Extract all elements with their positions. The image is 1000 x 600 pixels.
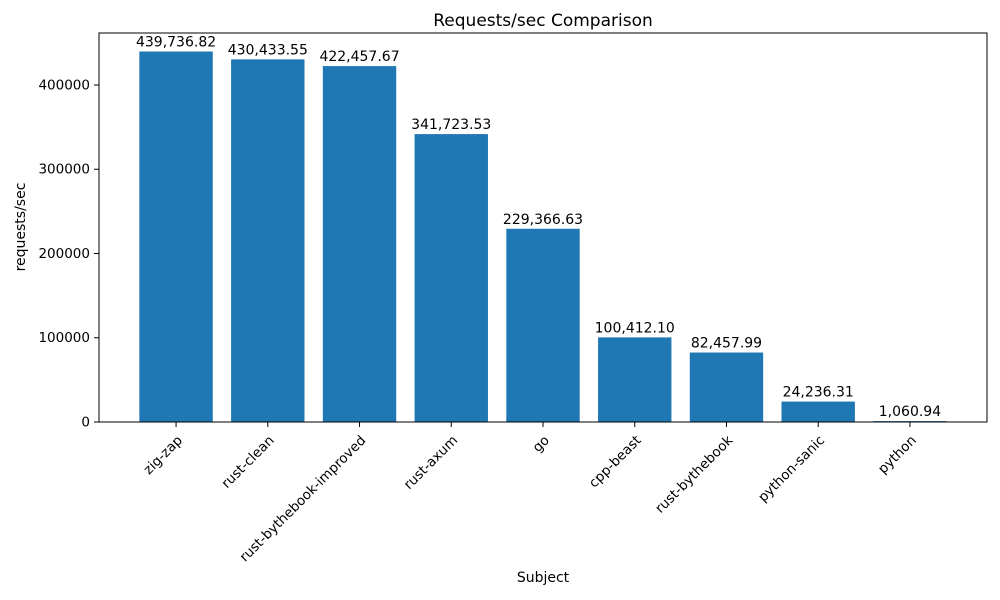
x-axis-ticks: zig-zap rust-cleanrust-bythebook-improved… [140, 422, 920, 565]
x-axis-label: Subject [517, 570, 570, 586]
bar [781, 401, 855, 422]
bar-value-label: 100,412.10 [595, 320, 675, 336]
x-tick-label: python [875, 433, 920, 478]
bar [506, 228, 580, 422]
bar-value-label: 1,060.94 [879, 404, 941, 420]
bar-value-label: 430,433.55 [228, 42, 308, 58]
y-tick-label: 400000 [38, 77, 90, 93]
y-tick-label: 300000 [38, 162, 90, 178]
x-tick-label: zig-zap [140, 433, 185, 478]
bar-value-label: 341,723.53 [411, 117, 491, 133]
bar [598, 337, 672, 422]
chart-title: Requests/sec Comparison [433, 11, 653, 31]
bar [139, 51, 213, 423]
x-tick-label: cpp-beast [586, 433, 645, 492]
bar [689, 352, 764, 422]
y-tick-label: 200000 [38, 246, 90, 262]
y-axis-ticks: 0 100000 200000 300000 400000 [38, 77, 99, 430]
x-tick-label: rust-bythebook [652, 432, 736, 516]
x-tick-label: rust-clean [218, 433, 277, 492]
x-tick-label: python-sanic [755, 433, 828, 506]
bar [414, 134, 488, 422]
bars-group [139, 51, 947, 423]
y-tick-label: 0 [81, 414, 90, 430]
bar [322, 66, 397, 422]
bar-value-label: 82,457.99 [691, 336, 762, 352]
y-tick-label: 100000 [38, 330, 90, 346]
x-tick-label: rust-axum [401, 433, 461, 493]
bar-value-label: 229,366.63 [503, 212, 583, 228]
y-axis-label: requests/sec [13, 183, 29, 272]
bar-value-label: 24,236.31 [783, 385, 854, 401]
bar-value-labels: 439,736.82 430,433.55 422,457.67 341,723.53… [136, 35, 941, 421]
bar [231, 59, 305, 423]
x-tick-label: go [530, 433, 553, 456]
bar-value-label: 422,457.67 [319, 49, 399, 65]
bar-value-label: 439,736.82 [136, 35, 216, 51]
